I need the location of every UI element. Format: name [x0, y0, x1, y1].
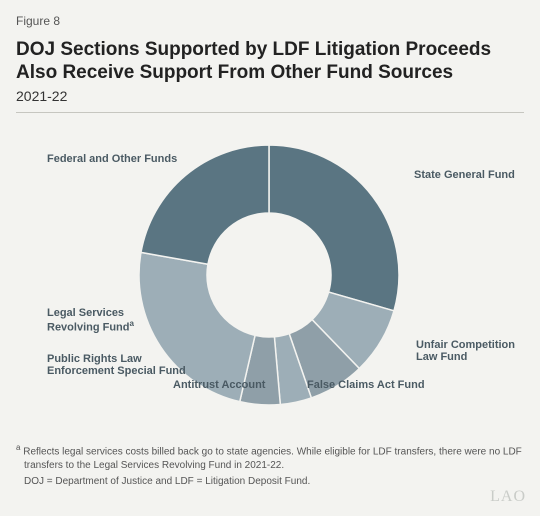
footnotes: a Reflects legal services costs billed b…	[16, 443, 524, 488]
slice-label: State General Fund	[414, 169, 515, 181]
donut-svg	[16, 117, 524, 437]
chart-title: DOJ Sections Supported by LDF Litigation…	[16, 38, 524, 84]
chart-subtitle: 2021-22	[16, 88, 524, 104]
slice-label: False Claims Act Fund	[307, 379, 425, 391]
figure-label: Figure 8	[16, 14, 524, 28]
definitions: DOJ = Department of Justice and LDF = Li…	[16, 475, 524, 489]
slice-label: Antitrust Account	[173, 379, 265, 391]
footnote-a: a Reflects legal services costs billed b…	[16, 443, 524, 472]
slice-label: Public Rights LawEnforcement Special Fun…	[47, 353, 186, 377]
donut-slice	[269, 145, 399, 311]
divider	[16, 112, 524, 113]
watermark: LAO	[490, 488, 526, 506]
donut-chart: State General Fund Unfair CompetitionLaw …	[16, 117, 524, 437]
slice-label: Unfair CompetitionLaw Fund	[416, 339, 515, 363]
footnote-a-text: Reflects legal services costs billed bac…	[23, 447, 522, 472]
footnote-a-marker: a	[16, 443, 20, 452]
slice-label: Federal and Other Funds	[47, 153, 177, 165]
slice-label: Legal ServicesRevolving Funda	[47, 307, 134, 334]
